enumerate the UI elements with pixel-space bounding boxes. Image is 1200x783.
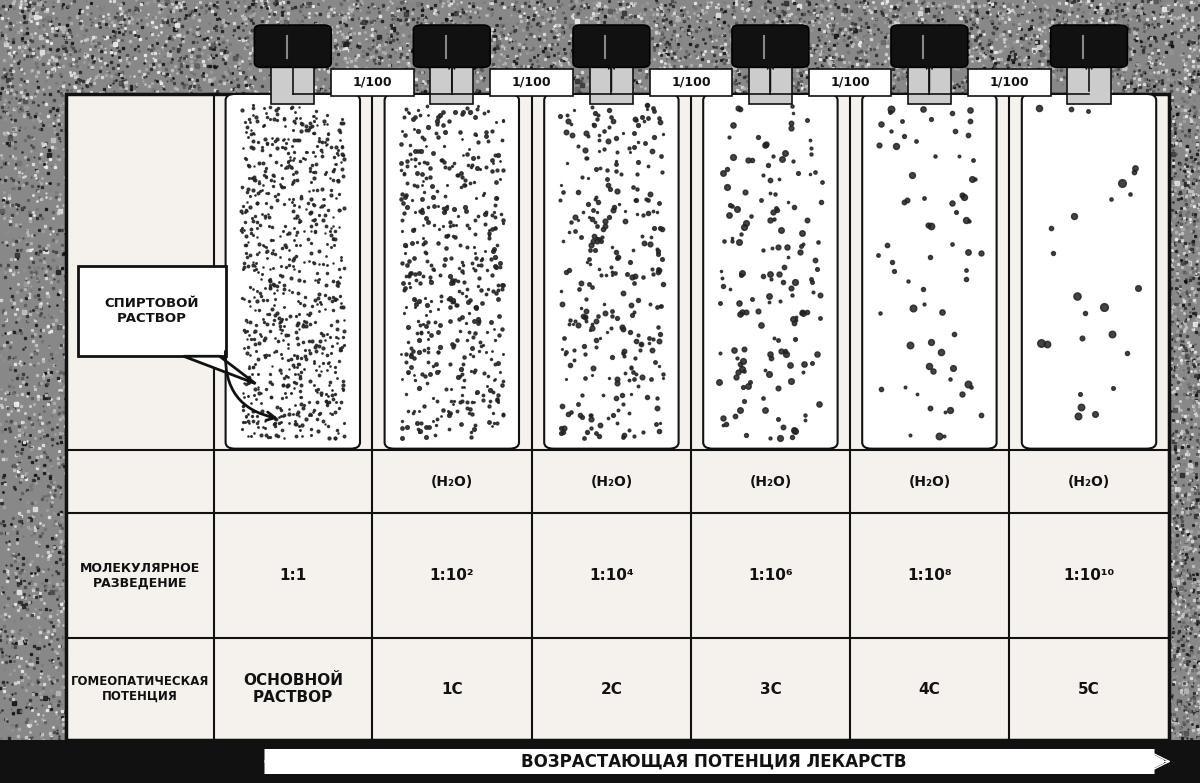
Text: (H₂O): (H₂O) xyxy=(590,474,632,489)
Text: 4С: 4С xyxy=(918,681,941,697)
FancyBboxPatch shape xyxy=(254,25,331,67)
Text: 5С: 5С xyxy=(1078,681,1100,697)
Text: СПИРТОВОЙ
РАСТВОР: СПИРТОВОЙ РАСТВОР xyxy=(104,298,199,325)
Text: 1/100: 1/100 xyxy=(671,76,710,88)
FancyBboxPatch shape xyxy=(331,69,414,96)
Text: 1С: 1С xyxy=(440,681,463,697)
Text: 1:10⁶: 1:10⁶ xyxy=(748,568,793,583)
Text: 1/100: 1/100 xyxy=(989,76,1030,88)
FancyBboxPatch shape xyxy=(572,25,649,67)
FancyBboxPatch shape xyxy=(809,69,892,96)
Text: 1/100: 1/100 xyxy=(511,76,552,88)
Text: (H₂O): (H₂O) xyxy=(908,474,950,489)
Bar xyxy=(66,94,1169,740)
Text: ОСНОВНОЙ
РАСТВОР: ОСНОВНОЙ РАСТВОР xyxy=(242,673,343,705)
Text: (H₂O): (H₂O) xyxy=(749,474,792,489)
FancyBboxPatch shape xyxy=(967,69,1051,96)
Text: ГОМЕОПАТИЧЕСКАЯ
ПОТЕНЦИЯ: ГОМЕОПАТИЧЕСКАЯ ПОТЕНЦИЯ xyxy=(71,675,209,703)
FancyBboxPatch shape xyxy=(1051,25,1128,67)
FancyBboxPatch shape xyxy=(413,25,491,67)
Text: 1:1: 1:1 xyxy=(280,568,306,583)
FancyBboxPatch shape xyxy=(226,94,360,449)
Bar xyxy=(590,55,634,104)
FancyBboxPatch shape xyxy=(544,94,679,449)
FancyBboxPatch shape xyxy=(1022,94,1156,449)
FancyBboxPatch shape xyxy=(491,69,574,96)
Text: 1/100: 1/100 xyxy=(353,76,392,88)
FancyArrowPatch shape xyxy=(226,352,275,420)
Text: 3С: 3С xyxy=(760,681,781,697)
Text: 1:10⁴: 1:10⁴ xyxy=(589,568,634,583)
FancyBboxPatch shape xyxy=(385,94,520,449)
Text: 2С: 2С xyxy=(600,681,623,697)
Bar xyxy=(908,55,952,104)
FancyBboxPatch shape xyxy=(732,25,809,67)
FancyBboxPatch shape xyxy=(862,94,996,449)
FancyBboxPatch shape xyxy=(649,69,732,96)
FancyBboxPatch shape xyxy=(890,25,967,67)
Bar xyxy=(271,55,314,104)
FancyBboxPatch shape xyxy=(703,94,838,449)
Text: 1:10²: 1:10² xyxy=(430,568,474,583)
Bar xyxy=(0,740,1200,783)
Bar xyxy=(431,55,473,104)
Bar xyxy=(1068,55,1111,104)
Text: 1/100: 1/100 xyxy=(830,76,870,88)
Bar xyxy=(78,266,226,356)
Text: ВОЗРАСТАЮЩАЯ ПОТЕНЦИЯ ЛЕКАРСТВ: ВОЗРАСТАЮЩАЯ ПОТЕНЦИЯ ЛЕКАРСТВ xyxy=(521,752,907,770)
Text: МОЛЕКУЛЯРНОЕ
РАЗВЕДЕНИЕ: МОЛЕКУЛЯРНОЕ РАЗВЕДЕНИЕ xyxy=(79,561,200,590)
Text: (H₂O): (H₂O) xyxy=(1068,474,1110,489)
Text: (H₂O): (H₂O) xyxy=(431,474,473,489)
Text: 1:10⁸: 1:10⁸ xyxy=(907,568,952,583)
Text: 1:10¹⁰: 1:10¹⁰ xyxy=(1063,568,1115,583)
PathPatch shape xyxy=(184,356,256,384)
Bar xyxy=(749,55,792,104)
